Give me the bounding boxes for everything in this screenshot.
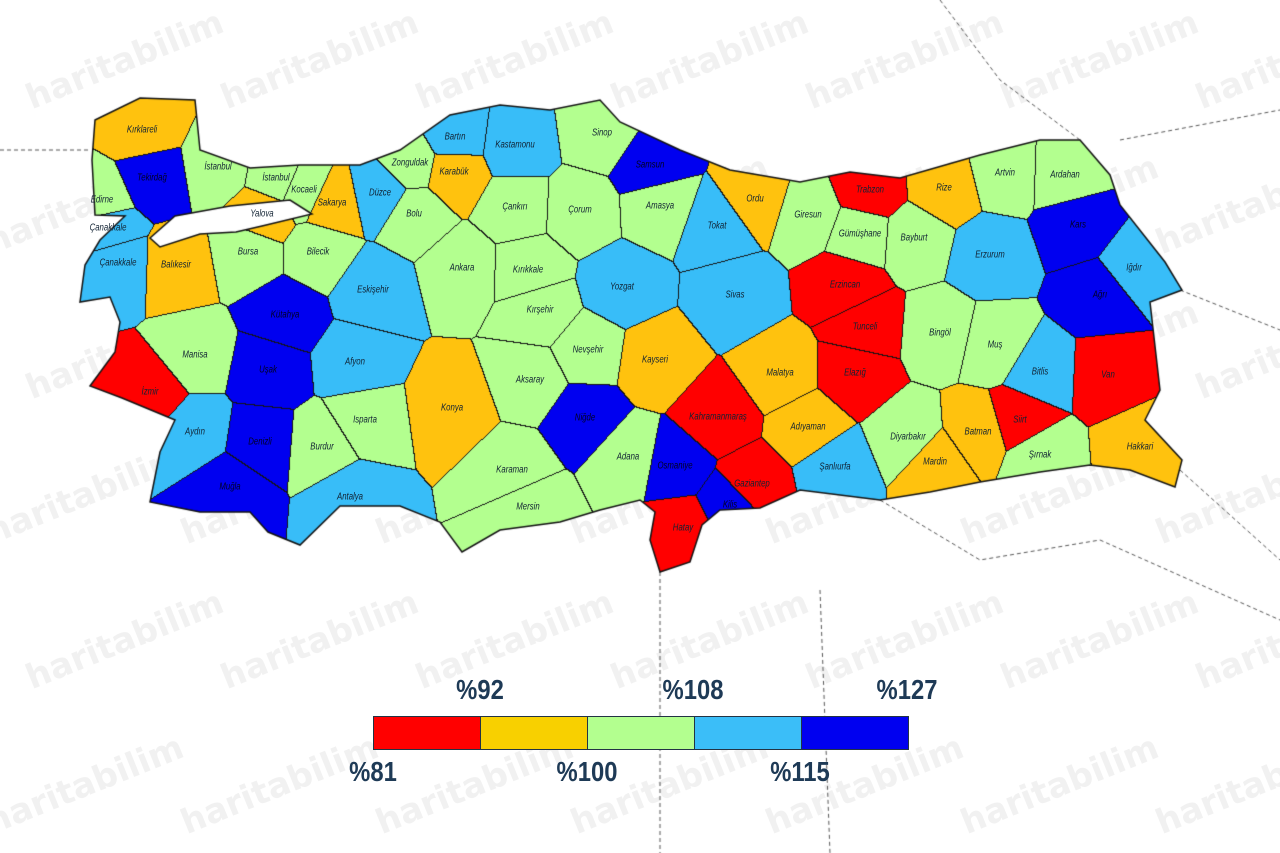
province-label: Isparta (353, 414, 377, 426)
province-label: Muş (987, 339, 1003, 351)
province-label: Kırklareli (126, 124, 158, 136)
province-label: Niğde (574, 412, 596, 424)
legend-label-top: %92 (456, 674, 504, 705)
province-label: Iğdır (1126, 262, 1142, 274)
province-label: Ordu (746, 193, 764, 205)
legend-label-bottom: %115 (770, 756, 830, 787)
province-label: Kırşehir (526, 304, 554, 316)
province-label: Kırıkkale (512, 264, 544, 276)
province-label: Ankara (449, 262, 475, 274)
legend-label-bottom: %81 (349, 756, 397, 787)
province-label: Gaziantep (734, 478, 770, 490)
province-label: Afyon (345, 356, 365, 368)
province-label: Tekirdağ (137, 172, 167, 184)
province-label: Mersin (516, 501, 540, 513)
province-label: Trabzon (855, 184, 885, 196)
province-label: Artvin (995, 167, 1015, 179)
province-label: Van (1101, 369, 1115, 381)
province-label: Karabük (439, 166, 469, 178)
province-label: Bartın (444, 131, 466, 143)
province-label: Siirt (1013, 414, 1027, 426)
province-label: İstanbul (204, 161, 232, 173)
province-label: Kastamonu (495, 139, 535, 151)
province-label: Kocaeli (291, 184, 317, 196)
province-label: İzmir (141, 386, 159, 398)
province-label: Edirne (90, 194, 114, 206)
province-label: Yalova (250, 208, 274, 220)
province-label: Diyarbakır (890, 431, 926, 443)
legend-swatch-5 (802, 717, 908, 749)
legend-swatch-1 (374, 717, 481, 749)
province-label: Ardahan (1050, 169, 1080, 181)
province-label: Hakkari (1126, 441, 1154, 453)
province-label: Çankırı (502, 201, 528, 213)
province-label: Osmaniye (657, 460, 693, 472)
province-label: Çanakkale (89, 222, 127, 234)
province-label: Erzurum (975, 249, 1005, 261)
province-label: Şırnak (1028, 449, 1052, 461)
legend-label-top: %127 (876, 674, 938, 705)
province-label: Bolu (406, 208, 422, 220)
province-label: Gümüşhane (838, 228, 882, 240)
province-label: Kars (1069, 219, 1087, 231)
legend-bar (373, 716, 909, 750)
province-label: Samsun (635, 159, 665, 171)
legend-label-bottom: %100 (556, 756, 618, 787)
province-label: Denizli (248, 436, 272, 448)
province-label: Nevşehir (572, 344, 604, 356)
province-label: Muğla (219, 481, 241, 493)
province-label: Uşak (259, 364, 277, 376)
province-label: Adıyaman (790, 421, 826, 433)
province-label: Bursa (237, 246, 259, 258)
province-label: İstanbul (262, 172, 290, 184)
province-label: Düzce (368, 187, 392, 199)
province-label: Batman (964, 426, 992, 438)
province-label: Elazığ (844, 367, 866, 379)
province-label: Ağrı (1092, 289, 1108, 301)
province-label: Adana (616, 451, 640, 463)
legend-swatch-4 (695, 717, 802, 749)
province-label: Hatay (672, 522, 694, 534)
legend-swatch-3 (588, 717, 695, 749)
province-label: Çanakkale (99, 257, 137, 269)
province-label: Sinop (592, 127, 612, 139)
province-label: Rize (936, 182, 952, 194)
province-label: Sakarya (317, 197, 347, 209)
province-label: Yozgat (610, 281, 634, 293)
province-label: Burdur (310, 441, 334, 453)
province-label: Erzincan (829, 279, 861, 291)
province-label: Eskişehir (357, 284, 389, 296)
legend-swatch-2 (481, 717, 588, 749)
province-label: Aydın (185, 426, 205, 438)
province-label: Bitlis (1031, 366, 1049, 378)
province-label: Şanlıurfa (819, 461, 851, 473)
province-label: Tokat (707, 220, 727, 232)
province-label: Kütahya (270, 309, 300, 321)
province-label: Bilecik (306, 246, 330, 258)
province-label: Kayseri (641, 354, 669, 366)
province-label: Kilis (722, 499, 738, 511)
province-label: Karaman (496, 464, 528, 476)
legend-label-top: %108 (662, 674, 724, 705)
province-label: Antalya (336, 491, 364, 503)
province-label: Amasya (645, 200, 675, 212)
province-label: Zonguldak (391, 157, 429, 169)
province-label: Bayburt (900, 232, 928, 244)
province-label: Manisa (182, 349, 208, 361)
province-label: Tunceli (852, 321, 878, 333)
province-label: Çorum (568, 204, 592, 216)
province-label: Mardin (923, 456, 947, 468)
province-label: Balıkesir (161, 259, 191, 271)
province-label: Giresun (794, 209, 822, 221)
province-label: Sivas (725, 289, 745, 301)
province-label: Aksaray (515, 374, 545, 386)
province-label: Bingöl (929, 327, 951, 339)
province-label: Kahramanmaraş (689, 411, 747, 423)
province-label: Malatya (766, 367, 794, 379)
province-label: Konya (440, 402, 464, 414)
